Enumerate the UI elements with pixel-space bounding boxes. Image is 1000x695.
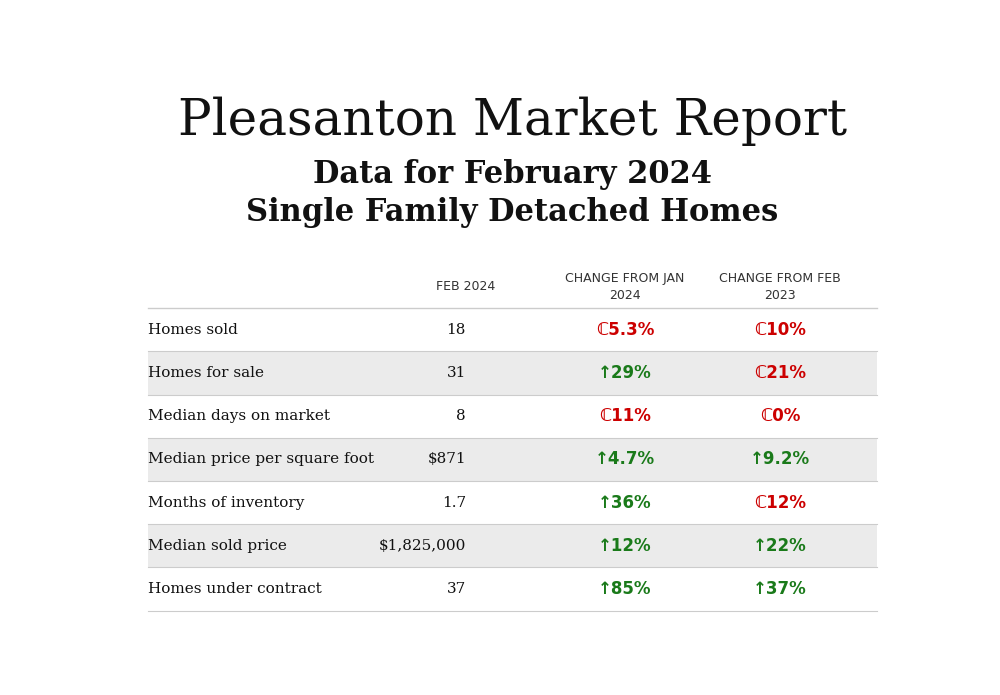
Text: ↑9.2%: ↑9.2% bbox=[750, 450, 810, 468]
Bar bbox=[148, 438, 877, 481]
Text: ↑12%: ↑12% bbox=[598, 537, 652, 555]
Text: 31: 31 bbox=[447, 366, 466, 380]
Text: Median sold price: Median sold price bbox=[148, 539, 287, 553]
Text: Data for February 2024: Data for February 2024 bbox=[313, 159, 712, 190]
Text: $871: $871 bbox=[427, 452, 466, 466]
Text: 1.7: 1.7 bbox=[442, 496, 466, 509]
Text: Median price per square foot: Median price per square foot bbox=[148, 452, 374, 466]
Text: CHANGE FROM FEB
2023: CHANGE FROM FEB 2023 bbox=[719, 272, 841, 302]
Text: 8: 8 bbox=[456, 409, 466, 423]
Text: 37: 37 bbox=[447, 582, 466, 596]
Text: Median days on market: Median days on market bbox=[148, 409, 330, 423]
Text: ℂ0%: ℂ0% bbox=[760, 407, 800, 425]
Text: ↑22%: ↑22% bbox=[753, 537, 807, 555]
Text: ℂ5.3%: ℂ5.3% bbox=[596, 321, 654, 338]
Text: FEB 2024: FEB 2024 bbox=[436, 280, 496, 293]
Text: Single Family Detached Homes: Single Family Detached Homes bbox=[246, 197, 779, 229]
Text: Months of inventory: Months of inventory bbox=[148, 496, 305, 509]
Text: Homes under contract: Homes under contract bbox=[148, 582, 322, 596]
Text: ℂ12%: ℂ12% bbox=[754, 493, 806, 512]
Text: ↑85%: ↑85% bbox=[598, 580, 652, 598]
Text: CHANGE FROM JAN
2024: CHANGE FROM JAN 2024 bbox=[565, 272, 685, 302]
Text: ↑37%: ↑37% bbox=[753, 580, 807, 598]
Text: ↑29%: ↑29% bbox=[598, 364, 652, 382]
Text: ℂ11%: ℂ11% bbox=[599, 407, 651, 425]
Bar bbox=[148, 524, 877, 567]
Bar bbox=[148, 352, 877, 395]
Text: $1,825,000: $1,825,000 bbox=[379, 539, 466, 553]
Text: Homes for sale: Homes for sale bbox=[148, 366, 264, 380]
Text: ↑4.7%: ↑4.7% bbox=[595, 450, 655, 468]
Text: Pleasanton Market Report: Pleasanton Market Report bbox=[178, 97, 847, 146]
Text: Homes sold: Homes sold bbox=[148, 322, 238, 337]
Text: ↑36%: ↑36% bbox=[598, 493, 652, 512]
Text: ℂ21%: ℂ21% bbox=[754, 364, 806, 382]
Text: 18: 18 bbox=[447, 322, 466, 337]
Text: ℂ10%: ℂ10% bbox=[754, 321, 806, 338]
